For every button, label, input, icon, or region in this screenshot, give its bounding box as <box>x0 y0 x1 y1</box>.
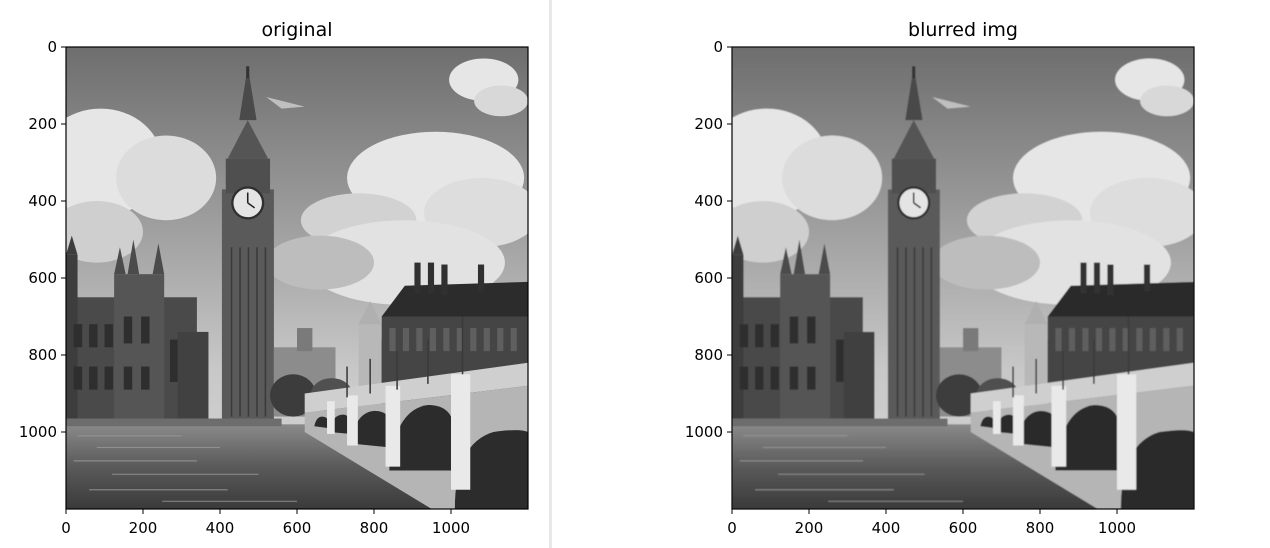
y-tick-label: 200 <box>28 115 57 133</box>
x-tick-label: 200 <box>795 519 824 537</box>
x-tick-label: 800 <box>360 519 389 537</box>
x-tick-label: 400 <box>206 519 235 537</box>
y-tick-label: 400 <box>694 192 723 210</box>
image-2 <box>732 47 1195 510</box>
x-tick-label: 400 <box>872 519 901 537</box>
y-tick-label: 0 <box>713 38 723 56</box>
x-tick-label: 0 <box>727 519 737 537</box>
subplot-1: original 0 200 400 600 800 1000 0 200 400 600 800 10… <box>19 19 529 537</box>
y-tick-label: 1000 <box>685 423 723 441</box>
y-tick-label: 600 <box>694 269 723 287</box>
x-tick-label: 600 <box>283 519 312 537</box>
x-tick-label: 1000 <box>1098 519 1136 537</box>
y-tick-label: 400 <box>28 192 57 210</box>
subplot-title: original <box>261 19 332 41</box>
panel-divider <box>549 0 552 548</box>
image-1 <box>66 47 529 510</box>
y-tick-label: 800 <box>694 346 723 364</box>
y-tick-label: 1000 <box>19 423 57 441</box>
x-tick-label: 600 <box>949 519 978 537</box>
x-tick-label: 800 <box>1026 519 1055 537</box>
x-tick-label: 1000 <box>432 519 470 537</box>
y-tick-label: 200 <box>694 115 723 133</box>
subplot-2: blurred img 0 200 400 600 800 1000 0 200 400 600 80… <box>685 19 1195 537</box>
y-tick-label: 600 <box>28 269 57 287</box>
y-tick-label: 0 <box>47 38 57 56</box>
x-tick-label: 200 <box>129 519 158 537</box>
x-tick-label: 0 <box>61 519 71 537</box>
subplot-title: blurred img <box>908 19 1018 41</box>
y-tick-label: 800 <box>28 346 57 364</box>
